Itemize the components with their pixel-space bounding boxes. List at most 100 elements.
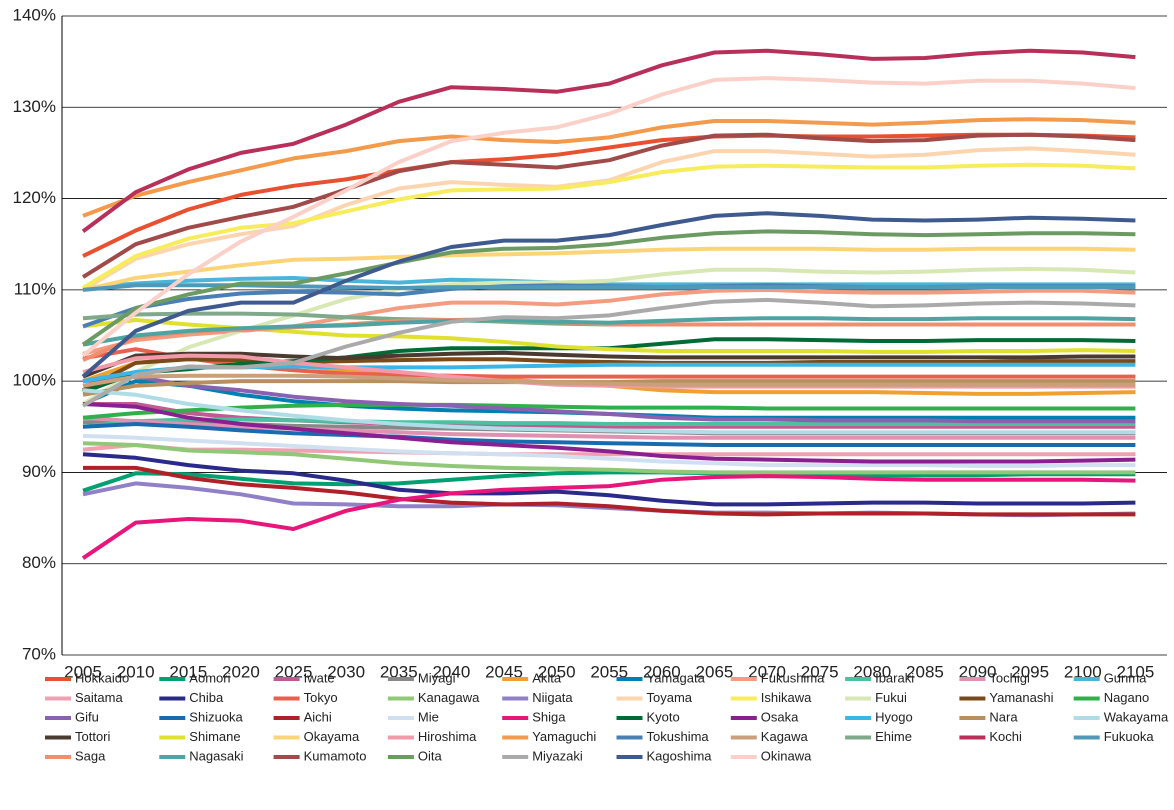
- legend-label: Gunma: [1104, 670, 1147, 685]
- x-tick-label: 2070: [748, 662, 786, 681]
- legend-label: Saga: [75, 748, 106, 763]
- legend-label: Nara: [989, 709, 1018, 724]
- legend-label: Tottori: [75, 729, 111, 744]
- legend-label: Hokkaido: [75, 670, 129, 685]
- legend-label: Nagano: [1104, 690, 1150, 705]
- series-line: [82, 117, 1136, 218]
- legend-label: Toyama: [647, 690, 693, 705]
- x-tick-label: 2025: [275, 662, 313, 681]
- x-tick-label: 2090: [959, 662, 997, 681]
- y-tick-label: 130%: [13, 97, 56, 116]
- legend-label: Oita: [418, 748, 443, 763]
- y-tick-label: 110%: [14, 279, 56, 298]
- legend-label: Wakayama: [1104, 709, 1169, 724]
- series-line: [82, 441, 1136, 475]
- legend-label: Aomori: [189, 670, 230, 685]
- legend-label: Miyazaki: [532, 748, 583, 763]
- x-tick-label: 2100: [1064, 662, 1102, 681]
- series-line: [83, 465, 1136, 517]
- legend-label: Yamanashi: [989, 690, 1053, 705]
- series-line: [81, 162, 1136, 290]
- legend-label: Shimane: [189, 729, 240, 744]
- legend-label: Hyogo: [875, 709, 913, 724]
- legend-label: Niigata: [532, 690, 573, 705]
- legend-label: Nagasaki: [189, 748, 243, 763]
- legend-label: Osaka: [761, 709, 799, 724]
- y-tick-label: 70%: [22, 644, 56, 663]
- series-line: [81, 229, 1136, 347]
- series-line: [82, 402, 1136, 420]
- legend-label: Okinawa: [761, 748, 812, 763]
- series-line: [82, 316, 1136, 347]
- legend-label: Tokyo: [304, 690, 338, 705]
- series-line: [82, 388, 1136, 435]
- legend-label: Ibaraki: [875, 670, 914, 685]
- legend-label: Akita: [532, 670, 562, 685]
- legend-label: Chiba: [189, 690, 224, 705]
- series-line: [82, 417, 1136, 429]
- series-line: [82, 246, 1136, 292]
- legend-label: Yamagata: [647, 670, 706, 685]
- x-tick-label: 2005: [64, 662, 102, 681]
- series-line: [82, 470, 1136, 493]
- x-tick-label: 2085: [906, 662, 944, 681]
- x-tick-label: 2045: [485, 662, 523, 681]
- x-tick-label: 2075: [801, 662, 839, 681]
- series-line: [82, 422, 1136, 447]
- series-line: [81, 76, 1136, 358]
- y-tick-label: 140%: [13, 5, 56, 24]
- x-tick-label: 2105: [1117, 662, 1155, 681]
- x-tick-label: 2030: [327, 662, 365, 681]
- series-line: [82, 357, 1136, 393]
- legend-label: Shiga: [532, 709, 566, 724]
- legend-label: Fukushima: [761, 670, 825, 685]
- series-line: [82, 350, 1136, 379]
- legend-label: Kanagawa: [418, 690, 480, 705]
- x-tick-label: 2010: [117, 662, 155, 681]
- series-line: [82, 443, 1136, 457]
- y-tick-label: 100%: [13, 371, 56, 390]
- legend-label: Okayama: [304, 729, 360, 744]
- x-tick-label: 2015: [169, 662, 207, 681]
- legend-label: Fukui: [875, 690, 907, 705]
- series-line: [81, 297, 1136, 408]
- legend-label: Saitama: [75, 690, 123, 705]
- x-tick-label: 2035: [380, 662, 418, 681]
- legend-label: Aichi: [304, 709, 332, 724]
- x-tick-label: 2055: [590, 662, 628, 681]
- x-tick-label: 2040: [432, 662, 470, 681]
- legend-label: Ehime: [875, 729, 912, 744]
- legend-label: Miyagi: [418, 670, 456, 685]
- series-line: [81, 211, 1136, 379]
- legend-label: Mie: [418, 709, 439, 724]
- x-tick-label: 2065: [696, 662, 734, 681]
- legend-label: Hiroshima: [418, 729, 477, 744]
- legend-label: Kochi: [989, 729, 1022, 744]
- series-line: [82, 132, 1136, 258]
- legend-label: Kumamoto: [304, 748, 367, 763]
- legend-label: Shizuoka: [189, 709, 243, 724]
- legend-label: Gifu: [75, 709, 99, 724]
- series-line: [82, 452, 1136, 507]
- series-line: [82, 373, 1136, 388]
- y-tick-label: 90%: [22, 462, 56, 481]
- x-tick-label: 2080: [853, 662, 891, 681]
- legend-label: Tochigi: [989, 670, 1030, 685]
- series-line: [82, 481, 1136, 518]
- series-line: [81, 48, 1136, 234]
- x-tick-label: 2020: [222, 662, 260, 681]
- series-line: [81, 132, 1136, 279]
- x-tick-label: 2060: [643, 662, 681, 681]
- series-line: [82, 402, 1136, 464]
- legend-label: Kagoshima: [647, 748, 713, 763]
- legend-label: Kyoto: [647, 709, 680, 724]
- legend-label: Fukuoka: [1104, 729, 1155, 744]
- legend-label: Yamaguchi: [532, 729, 596, 744]
- series-line: [82, 374, 1136, 424]
- y-tick-label: 120%: [13, 188, 56, 207]
- legend-label: Ishikawa: [761, 690, 812, 705]
- x-tick-label: 2095: [1011, 662, 1049, 681]
- y-tick-label: 80%: [22, 553, 56, 572]
- series-line: [82, 433, 1136, 468]
